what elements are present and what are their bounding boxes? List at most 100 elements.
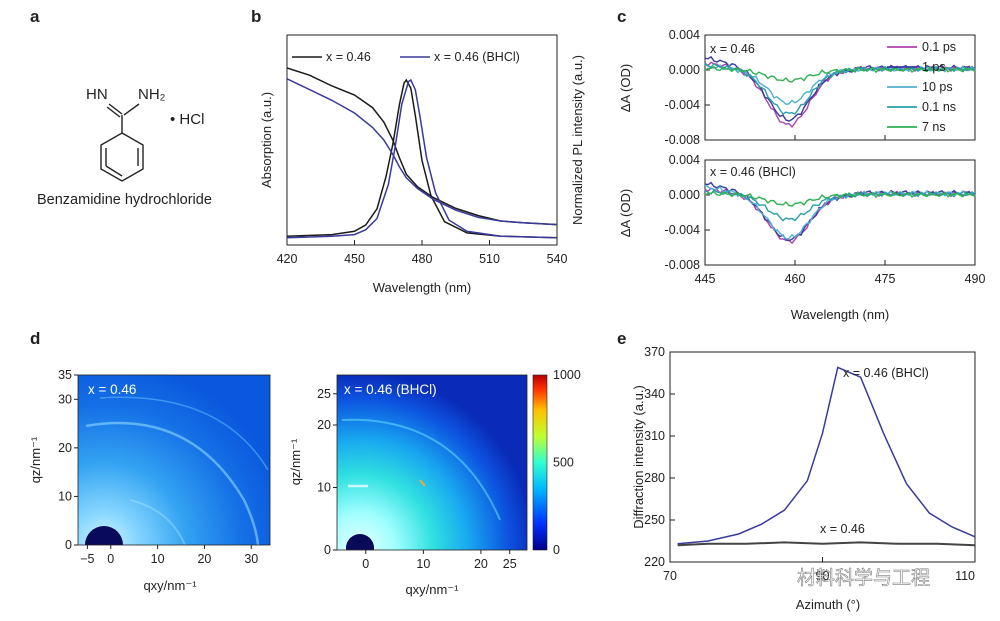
map-left-ytick-label-10: 10 — [58, 489, 72, 503]
chart-c-line-0-7-ns — [704, 65, 976, 83]
chart-c-top-ylabel: ΔA (OD) — [618, 64, 633, 112]
chart-c-ytick-label-0-0-004: -0.004 — [665, 98, 700, 112]
watermark: 材料科学与工程 — [763, 566, 930, 589]
chart-c-legend-label-1-ps: 1 ps — [922, 60, 946, 74]
absorption-line-x-0-46 — [287, 67, 557, 226]
panel-label-c: c — [617, 7, 626, 26]
map-right-ytick-label-20: 20 — [317, 418, 331, 432]
group-nh2-label: NH₂ — [138, 86, 166, 103]
chart-c: 0.004 0.000 -0.004 -0.008 0.004 0.000 -0.004 -0… — [618, 28, 985, 322]
chart-c-bottom-ylabel: ΔA (OD) — [618, 189, 633, 237]
map-right-ytick-label-25: 25 — [317, 387, 331, 401]
chart-c-legend-label-0-1-ns: 0.1 ns — [922, 100, 956, 114]
panel-label-d: d — [30, 329, 40, 348]
chart-c-top-label: x = 0.46 — [710, 42, 755, 56]
colorbar-tick-label-1000: 1000 — [553, 368, 581, 382]
panel-label-b: b — [251, 7, 261, 26]
chart-e-ylabel: Diffraction intensity (a.u.) — [631, 385, 646, 529]
map-right-ytick-label-10: 10 — [317, 481, 331, 495]
chart-c-top-frame — [704, 34, 976, 141]
chart-b-xtick-label-510: 510 — [479, 252, 500, 266]
chart-e-xtick-label-110: 110 — [955, 569, 975, 583]
chart-b-xtick-label-450: 450 — [344, 252, 365, 266]
panel-label-a: a — [30, 7, 40, 26]
chart-b-frame — [286, 34, 558, 246]
map-left-xtick-label-0: 0 — [107, 552, 114, 566]
chart-c-ytick-label-1-0-000: 0.000 — [669, 188, 700, 202]
chart-c-ytick-label-1-0-004: -0.004 — [665, 223, 700, 237]
colorbar-tick-label-0: 0 — [553, 543, 560, 557]
map-left-ytick-label-30: 30 — [58, 392, 72, 406]
chart-c-xtick-label-490: 490 — [965, 272, 986, 286]
chart-c-ytick-label-0-0-000: 0.000 — [669, 63, 700, 77]
chart-c-ytick-label-1-0-008: -0.008 — [665, 258, 700, 272]
pl-line-x-0-46 — [287, 78, 557, 239]
chart-c-ytick-label-0-0-008: -0.008 — [665, 133, 700, 147]
group-hn-label: HN — [86, 86, 108, 103]
chart-e-ytick-label-340: 340 — [644, 387, 665, 401]
chart-e-ytick-label-220: 220 — [644, 555, 665, 569]
chart-b-ylabel-left: Absorption (a.u.) — [259, 92, 274, 188]
map-left-ytick-label-0: 0 — [65, 538, 72, 552]
giwaxs-map-x046: x = 0.46 −5 0 10 20 30 0 10 20 30 35 qxy/nm⁻¹ qz/… — [28, 368, 271, 593]
chart-c-line-1-1-ps — [704, 181, 976, 242]
map-right-label: x = 0.46 (BHCl) — [344, 382, 437, 397]
chart-e-line-x-0-46 — [677, 541, 976, 547]
legend-label-x046-bhcl: x = 0.46 (BHCl) — [434, 50, 520, 64]
map-left-xtick-label-20: 20 — [197, 552, 211, 566]
map-right-xtick-label-0: 0 — [362, 557, 369, 571]
chart-c-line-0-10-ps — [704, 64, 976, 106]
chart-e: 220 250 280 310 340 370 70 90 110 x = 0.46 (BHCl… — [631, 345, 976, 612]
chart-c-xlabel: Wavelength (nm) — [791, 307, 890, 322]
chart-c-bottom-frame — [704, 159, 976, 266]
chart-e-series-label-bhcl: x = 0.46 (BHCl) — [843, 366, 929, 380]
map-right-xtick-label-25: 25 — [503, 557, 517, 571]
map-left-ylabel: qz/nm⁻¹ — [28, 436, 43, 483]
chart-c-legend-label-7-ns: 7 ns — [922, 120, 946, 134]
chart-e-xtick-label-70: 70 — [663, 569, 677, 583]
map-left-xtick-label-5: −5 — [80, 552, 94, 566]
chart-c-legend-label-0-1-ps: 0.1 ps — [922, 40, 956, 54]
chart-e-series-label-x046: x = 0.46 — [820, 522, 865, 536]
map-left-ytick-label-35: 35 — [58, 368, 72, 382]
watermark-text: 材料科学与工程 — [797, 567, 930, 589]
chart-e-xtick-label-90: 90 — [816, 569, 830, 583]
chart-e-ytick-label-370: 370 — [644, 345, 665, 359]
chart-c-xtick-label-460: 460 — [785, 272, 806, 286]
map-left-ytick-label-20: 20 — [58, 441, 72, 455]
chart-e-ytick-label-280: 280 — [644, 471, 665, 485]
chart-b-ylabel-right: Normalized PL intensity (a.u.) — [570, 55, 585, 225]
map-left-xtick-label-30: 30 — [244, 552, 258, 566]
legend-label-x046: x = 0.46 — [326, 50, 371, 64]
colorbar: 0 500 1000 — [532, 368, 581, 557]
chart-b-xtick-label-540: 540 — [547, 252, 568, 266]
chart-c-xtick-label-445: 445 — [695, 272, 716, 286]
chart-c-line-1-7-ns — [704, 190, 976, 207]
chart-b-xtick-label-480: 480 — [412, 252, 433, 266]
panel-label-e: e — [617, 329, 626, 348]
hcl-label: • HCl — [170, 111, 204, 128]
map-right-xlabel: qxy/nm⁻¹ — [405, 582, 459, 597]
chart-c-xtick-label-475: 475 — [875, 272, 896, 286]
chart-e-ytick-label-310: 310 — [644, 429, 665, 443]
colorbar-scale — [532, 374, 548, 551]
absorption-line-x-0-46-bhcl — [287, 78, 557, 226]
map-left-label: x = 0.46 — [88, 382, 136, 397]
map-right-ytick-label-0: 0 — [324, 543, 331, 557]
benzamidine-structure: HN NH₂ — [86, 86, 166, 182]
chart-b-xtick-label-420: 420 — [277, 252, 298, 266]
chart-c-ytick-label-0-0-004: 0.004 — [669, 28, 700, 42]
map-right-xtick-label-20: 20 — [474, 557, 488, 571]
chart-c-bottom-label: x = 0.46 (BHCl) — [710, 165, 796, 179]
chart-e-ytick-label-250: 250 — [644, 513, 665, 527]
chart-b-xlabel: Wavelength (nm) — [373, 280, 472, 295]
map-left-xtick-label-10: 10 — [151, 552, 165, 566]
map-right-ylabel: qz/nm⁻¹ — [288, 438, 303, 485]
chart-e-xlabel: Azimuth (°) — [796, 597, 860, 612]
colorbar-tick-label-500: 500 — [553, 456, 574, 470]
chart-e-line-x-0-46-bhcl — [677, 366, 976, 545]
pl-line-x-0-46-bhcl — [287, 78, 557, 239]
chart-c-ytick-label-1-0-004: 0.004 — [669, 153, 700, 167]
